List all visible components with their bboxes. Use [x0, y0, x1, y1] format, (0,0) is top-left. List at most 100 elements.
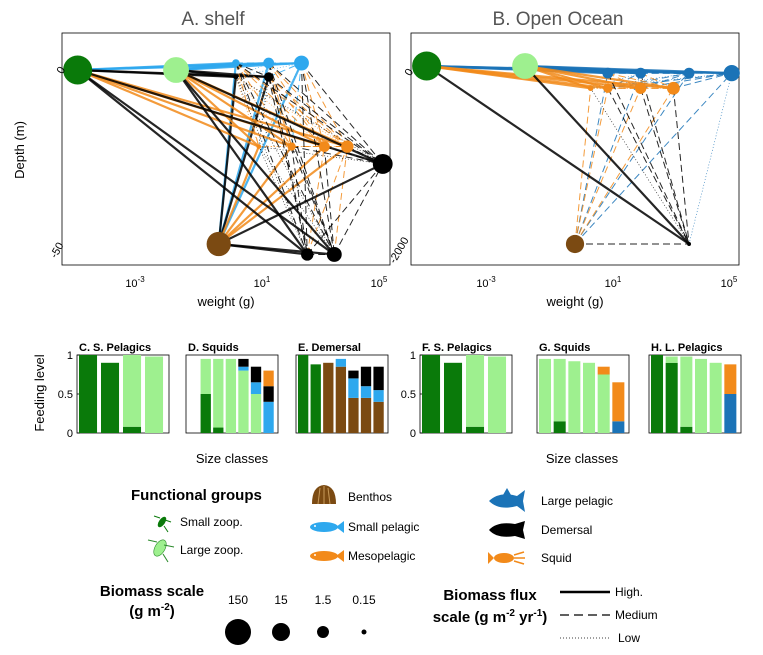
feeding-panel-f: F. S. Pelagics 1 0.5 0	[401, 342, 513, 440]
flux-link	[324, 146, 383, 165]
feeding-ytick: 0	[67, 428, 73, 440]
feeding-level-panels: C. S. Pelagics 1 0.5 0 D. Squids E. Demersal F…	[58, 342, 742, 440]
biomass-node-demersal	[326, 246, 342, 262]
flux-label-high: High.	[615, 585, 643, 599]
flux-label-medium: Medium	[615, 608, 658, 622]
bars-ylabel: Feeding level	[32, 354, 47, 431]
panel-b-title: B. Open Ocean	[493, 9, 624, 30]
legend-label-benthos: Benthos	[348, 490, 392, 504]
flux-link	[574, 88, 642, 245]
biomass-node-large-pelagic	[683, 67, 695, 79]
flux-link	[268, 76, 348, 147]
biomass-node-large-pelagic	[723, 65, 740, 82]
feeding-bar-segment	[101, 362, 120, 433]
feeding-ytick: 0.5	[58, 389, 73, 401]
biomass-scale-title: Biomass scale	[100, 583, 204, 600]
biomass-node-demersal	[233, 74, 239, 80]
flux-link	[217, 76, 237, 245]
biomass-node-large-pelagic	[602, 67, 614, 79]
flux-link	[268, 62, 348, 147]
shell-icon	[312, 485, 336, 505]
feeding-panel-e: E. Demersal	[295, 342, 389, 434]
biomass-node-small-zoop	[63, 55, 93, 85]
flux-link	[268, 62, 384, 165]
flux-link	[175, 69, 260, 148]
feeding-ytick: 0.5	[401, 389, 416, 401]
biomass-circle-0-15	[361, 629, 367, 635]
feeding-bar-segment	[651, 355, 664, 433]
panel-b-xtick-1: 10-3	[476, 275, 496, 290]
feeding-bar-segment	[310, 364, 321, 433]
biomass-node-small-pelagic	[294, 55, 309, 71]
feeding-bar-segment	[444, 362, 463, 433]
feeding-bar-segment	[612, 421, 625, 433]
feeding-bar-segment	[79, 355, 98, 433]
feeding-bar-segment	[680, 426, 693, 433]
feeding-bar-segment	[488, 356, 507, 433]
flux-link	[76, 69, 308, 256]
flux-link	[175, 68, 269, 79]
feeding-bar-segment	[583, 362, 596, 433]
fish-icon	[310, 521, 344, 533]
flux-link	[235, 62, 308, 255]
feeding-panel-c: C. S. Pelagics 1 0.5 0	[58, 342, 170, 440]
biomass-node-benthos	[206, 231, 231, 257]
feeding-bar-segment	[665, 356, 678, 363]
flux-link	[300, 62, 325, 147]
biomass-node-large-zoop	[512, 53, 538, 79]
feeding-panel-title: H. L. Pelagics	[651, 342, 723, 354]
flux-link	[235, 62, 325, 147]
flux-link	[426, 65, 690, 245]
legend-label-small-pelagic: Small pelagic	[348, 520, 419, 534]
fish-icon	[310, 550, 344, 562]
flux-link	[607, 72, 641, 89]
biomass-node-small-pelagic	[263, 57, 275, 69]
feeding-bar-segment	[348, 397, 359, 433]
legend-label-mesopelagic: Mesopelagic	[348, 549, 415, 563]
biomass-node-mesopelagic	[603, 83, 613, 93]
flux-link	[268, 76, 308, 255]
legend-label-small-zoop: Small zoop.	[180, 515, 243, 529]
flux-link	[218, 242, 335, 256]
flux-link	[268, 76, 335, 255]
flux-link	[574, 88, 592, 245]
feeding-panel-title: E. Demersal	[298, 342, 361, 354]
panel-b-plot	[410, 32, 740, 266]
zooplankton-icon	[147, 539, 175, 563]
flux-link	[426, 64, 674, 90]
flux-link	[291, 62, 302, 147]
bars-xlabel-right: Size classes	[546, 451, 619, 466]
flux-link	[268, 62, 335, 255]
panel-a-xtick-1: 10-3	[125, 275, 145, 290]
flux-link	[607, 72, 732, 89]
panel-a-xtick-2: 101	[254, 275, 271, 290]
feeding-bar-segment	[597, 374, 610, 433]
feeding-bar-segment	[539, 358, 552, 433]
flux-link	[607, 72, 690, 245]
biomass-scale-value-15: 15	[274, 593, 288, 607]
legend-small-pelagic: Small pelagic	[310, 520, 419, 534]
flux-link	[333, 163, 384, 255]
legend-large-zoop: Large zoop.	[147, 539, 243, 563]
feeding-panel-title: G. Squids	[539, 342, 590, 354]
cod-icon	[489, 521, 525, 539]
flux-link	[574, 73, 609, 245]
feeding-bar-segment	[724, 364, 737, 394]
panel-b-ytick-0: 0	[403, 67, 416, 78]
flux-link	[77, 68, 384, 166]
feeding-ytick: 1	[410, 350, 416, 362]
flux-link	[175, 69, 336, 256]
biomass-node-demersal	[687, 242, 692, 246]
flux-link	[640, 72, 690, 89]
feeding-bar-segment	[360, 386, 372, 398]
flux-link	[217, 146, 260, 245]
feeding-bar-segment	[360, 366, 372, 387]
flux-link	[235, 62, 335, 255]
feeding-ytick: 1	[67, 350, 73, 362]
bars-xlabel-left: Size classes	[196, 451, 269, 466]
feeding-bar-segment	[348, 370, 359, 379]
flux-link	[306, 146, 325, 255]
feeding-bar-segment	[665, 362, 678, 433]
biomass-node-demersal	[372, 154, 393, 174]
